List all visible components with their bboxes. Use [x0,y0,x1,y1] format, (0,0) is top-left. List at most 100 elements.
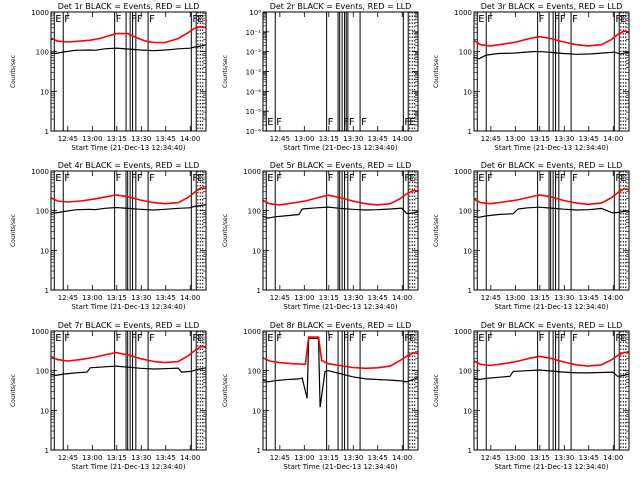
panel-title: Det 7r BLACK = Events, RED = LLD [58,321,200,330]
series-line-events [50,44,207,55]
series-line-lld [50,345,207,364]
panel-det-2: Det 2r BLACK = Events, RED = LLD Counts/s… [222,2,419,152]
flag-label: F [328,333,334,344]
x-axis-label: Start Time (21-Dec-13 12:34:40) [71,303,185,311]
y-tick-label: 100 [248,368,261,376]
x-tick-label: 13:15 [107,294,127,302]
flag-label: E [55,173,61,184]
y-tick-label: 1000 [243,328,261,336]
flag-label: F [192,14,198,25]
flag-label: F [361,333,367,344]
series-line-events [262,337,419,408]
series-line-lld [262,336,419,370]
x-tick-label: 13:15 [107,454,127,462]
x-axis-label: Start Time (21-Dec-13 12:34:40) [283,303,397,311]
flag-label: E [55,14,61,25]
flag-label: E [478,333,484,344]
series-line-lld [50,26,207,44]
flag-label: F [615,14,621,25]
flag-label: F [137,14,143,25]
x-tick-label: 12:45 [270,135,290,143]
y-axis-label: Counts/sec [10,55,17,88]
x-tick-label: 12:45 [481,294,501,302]
x-tick-label: 14:00 [392,454,412,462]
panel-det-7: Det 7r BLACK = Events, RED = LLD Counts/s… [10,321,207,471]
x-tick-label: 13:15 [107,135,127,143]
x-tick-label: 13:45 [368,294,388,302]
y-tick-label: 10⁻³ [246,69,262,77]
flag-label: F [349,333,355,344]
plot-frame [262,170,419,291]
panel-det-6: Det 6r BLACK = Events, RED = LLD Counts/s… [433,161,630,311]
flag-label: F [276,333,282,344]
x-tick-label: 14:00 [392,294,412,302]
x-tick-label: 13:00 [505,294,525,302]
flag-label: F [116,173,122,184]
x-tick-label: 13:15 [530,294,550,302]
flag-label: F [560,173,566,184]
panel-title: Det 3r BLACK = Events, RED = LLD [481,2,623,11]
y-tick-label: 10 [463,247,472,255]
flag-label: F [361,117,367,128]
flag-label: F [149,333,155,344]
y-axis-label: Counts/sec [10,214,17,247]
series-line-lld [50,186,207,205]
flag-label: F [361,173,367,184]
plot-frame [262,11,419,132]
flag-label: F [539,173,545,184]
y-tick-label: 10⁻¹ [246,29,262,37]
flag-label: F [349,173,355,184]
y-tick-label: 100 [459,49,472,57]
panel-title: Det 2r BLACK = Events, RED = LLD [270,2,412,11]
x-tick-label: 12:45 [481,454,501,462]
panel-title: Det 9r BLACK = Events, RED = LLD [481,321,623,330]
panel-title: Det 8r BLACK = Events, RED = LLD [270,321,412,330]
panel-title: Det 5r BLACK = Events, RED = LLD [270,161,412,170]
y-axis-label: Counts/sec [10,374,17,407]
y-tick-label: 10 [252,247,261,255]
y-tick-label: 10 [40,88,49,96]
x-tick-label: 13:30 [554,454,574,462]
y-axis-label: Counts/sec [433,374,440,407]
flag-label: F [615,333,621,344]
x-tick-label: 13:30 [554,135,574,143]
x-tick-label: 13:45 [368,454,388,462]
flag-label: F [404,117,410,128]
x-axis-label: Start Time (21-Dec-13 12:34:40) [494,463,608,471]
y-tick-label: 100 [36,49,49,57]
flag-label: F [487,14,493,25]
x-tick-label: 13:00 [82,454,102,462]
x-axis-label: Start Time (21-Dec-13 12:34:40) [494,303,608,311]
flag-label: F [404,173,410,184]
x-tick-label: 13:30 [343,294,363,302]
plot-frame [50,330,207,451]
x-tick-label: 13:45 [156,294,176,302]
flag-label: F [554,173,560,184]
x-tick-label: 13:00 [294,294,314,302]
plot-frame [262,330,419,451]
x-axis-label: Start Time (21-Dec-13 12:34:40) [283,144,397,152]
y-tick-label: 1000 [454,9,472,17]
flag-label: F [554,333,560,344]
flag-label: F [572,333,578,344]
x-tick-label: 14:00 [180,135,200,143]
flag-label: E [478,14,484,25]
flag-label: F [572,173,578,184]
flag-label: F [404,333,410,344]
x-tick-label: 13:00 [82,294,102,302]
panel-title: Det 1r BLACK = Events, RED = LLD [58,2,200,11]
series-line-events [50,204,207,214]
x-tick-label: 14:00 [603,135,623,143]
flag-label: F [137,333,143,344]
panel-det-9: Det 9r BLACK = Events, RED = LLD Counts/s… [433,321,630,471]
x-tick-label: 12:45 [481,135,501,143]
x-tick-label: 12:45 [270,454,290,462]
flag-label: F [487,173,493,184]
flag-label: F [192,173,198,184]
y-axis-label: Counts/sec [433,55,440,88]
x-tick-label: 14:00 [603,454,623,462]
flag-label: F [64,14,70,25]
flag-label: F [328,117,334,128]
panel-det-3: Det 3r BLACK = Events, RED = LLD Counts/s… [433,2,630,152]
